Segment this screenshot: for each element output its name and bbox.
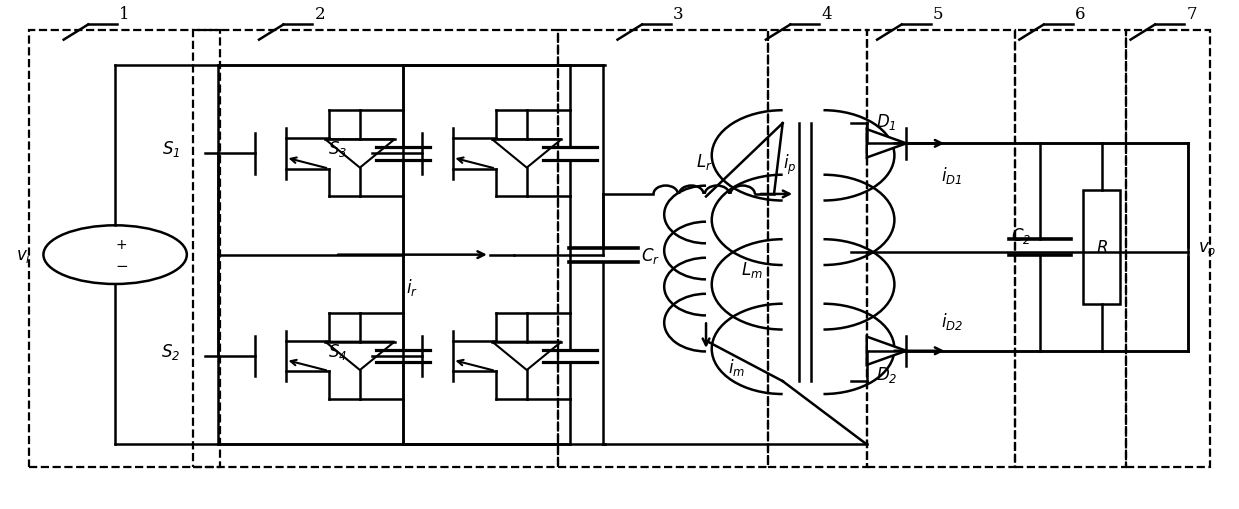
Text: 4: 4 [821, 6, 833, 23]
Text: $i_{\mathregular{D1}}$: $i_{\mathregular{D1}}$ [940, 164, 963, 185]
Bar [1083, 191, 1120, 304]
Polygon shape [867, 337, 906, 365]
Text: $R$: $R$ [1095, 239, 1108, 257]
Text: $\mathregular{S_4}$: $\mathregular{S_4}$ [328, 341, 347, 361]
Polygon shape [326, 140, 394, 168]
Text: $L_{\mathregular{m}}$: $L_{\mathregular{m}}$ [741, 259, 762, 279]
Text: $i_{\mathregular{D2}}$: $i_{\mathregular{D2}}$ [940, 310, 963, 331]
Text: $\mathregular{D_2}$: $\mathregular{D_2}$ [876, 364, 897, 384]
Text: +: + [115, 237, 128, 251]
Text: 5: 5 [933, 6, 943, 23]
Text: 1: 1 [119, 6, 130, 23]
Polygon shape [326, 342, 394, 370]
Text: $\mathregular{D_1}$: $\mathregular{D_1}$ [876, 111, 897, 131]
Polygon shape [492, 140, 561, 168]
Text: $\mathregular{S_3}$: $\mathregular{S_3}$ [328, 139, 347, 159]
Text: $\mathregular{S_2}$: $\mathregular{S_2}$ [161, 341, 181, 361]
Text: $\mathregular{S_1}$: $\mathregular{S_1}$ [162, 139, 181, 159]
Text: 6: 6 [1075, 6, 1085, 23]
Text: $v_{\mathregular{o}}$: $v_{\mathregular{o}}$ [1198, 239, 1217, 257]
Text: $C_{\mathregular{r}}$: $C_{\mathregular{r}}$ [641, 245, 659, 265]
Text: $i_{\mathregular{r}}$: $i_{\mathregular{r}}$ [406, 276, 419, 297]
Text: $L_{\mathregular{r}}$: $L_{\mathregular{r}}$ [696, 152, 712, 172]
Polygon shape [492, 342, 561, 370]
Polygon shape [867, 130, 906, 158]
Text: 7: 7 [1186, 6, 1197, 23]
Text: $i_{\mathregular{m}}$: $i_{\mathregular{m}}$ [729, 356, 746, 377]
Text: $i_{\mathregular{p}}$: $i_{\mathregular{p}}$ [783, 153, 797, 177]
Text: 2: 2 [315, 6, 326, 23]
Text: $v_{\mathregular{i}}$: $v_{\mathregular{i}}$ [16, 246, 31, 264]
Text: −: − [115, 259, 128, 274]
Text: $C_{\mathregular{2}}$: $C_{\mathregular{2}}$ [1011, 225, 1031, 245]
Text: 3: 3 [673, 6, 684, 23]
